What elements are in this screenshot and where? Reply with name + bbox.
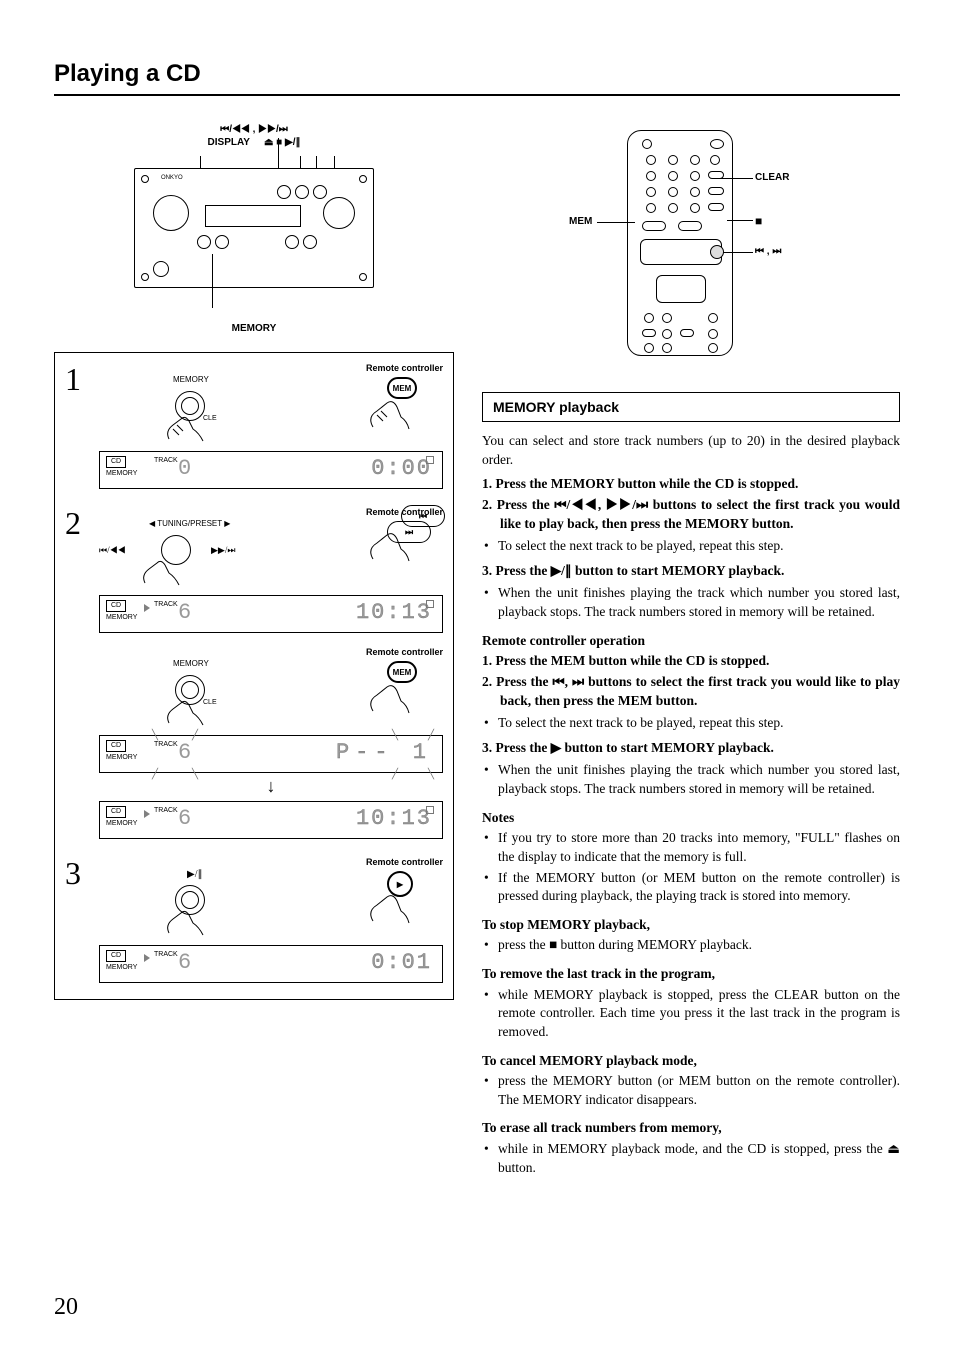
press-skip-remote-illustration: ⏭ ⏮ xyxy=(359,519,439,581)
lcd-step2b: CD MEMORY TRACK 6 P-- 1 ╲ ╱ ╲ ╱ ╱ ╲ ╱ ╲ xyxy=(99,735,443,773)
remove-heading: To remove the last track in the program, xyxy=(482,965,900,984)
mem-button-icon: MEM xyxy=(387,377,417,399)
note-text: while MEMORY playback is stopped, press … xyxy=(482,986,900,1042)
rc-operation-heading: Remote controller operation xyxy=(482,632,900,651)
lcd-step2c: CD MEMORY TRACK 6 10:13 xyxy=(99,801,443,839)
device-memory-label: MEMORY xyxy=(104,323,404,334)
remote-controller-label: Remote controller xyxy=(99,647,443,657)
press-play-remote-illustration: ▶ xyxy=(359,869,439,931)
remote-skip-icons: ⏮ , ⏭ xyxy=(755,246,781,257)
lcd-step3: CD MEMORY TRACK 6 0:01 xyxy=(99,945,443,983)
right-column: MEM CLEAR ■ ⏮ , ⏭ MEMORY playback You ca… xyxy=(482,124,900,1183)
steps-box: 1 Remote controller MEMORY CLE xyxy=(54,352,454,1000)
note-text: When the unit finishes playing the track… xyxy=(482,761,900,798)
step-3: 3 Remote controller ▶/∥ xyxy=(65,857,443,983)
remote-stop-icon: ■ xyxy=(755,214,762,228)
instruction-text: You can select and store track numbers (… xyxy=(482,432,900,1177)
remote-controller-label: Remote controller xyxy=(99,507,443,517)
tuning-preset-label: ◀ TUNING/PRESET ▶ xyxy=(149,519,230,528)
note-text: To select the next track to be played, r… xyxy=(482,537,900,556)
press-mem-remote-illustration: MEM xyxy=(359,659,439,721)
press-tuning-illustration xyxy=(145,531,225,591)
device-label-display: DISPLAY xyxy=(208,137,250,148)
step-number: 3 xyxy=(65,857,81,889)
page-number: 20 xyxy=(54,1294,78,1321)
press-memory-illustration: CLE xyxy=(159,387,239,447)
note-text: To select the next track to be played, r… xyxy=(482,714,900,733)
device-label-controls: ⏏ ■ ▶/∥ xyxy=(264,137,301,148)
play-icon xyxy=(144,954,150,962)
note-text: When the unit finishes playing the track… xyxy=(482,584,900,621)
play-icon xyxy=(144,604,150,612)
two-column-layout: ⏮/◀◀ , ▶▶/⏭ DISPLAY ⏏ ■ ▶/∥ xyxy=(54,124,900,1183)
left-column: ⏮/◀◀ , ▶▶/⏭ DISPLAY ⏏ ■ ▶/∥ xyxy=(54,124,454,1183)
skip-back-icon: ⏮/◀◀ xyxy=(99,545,126,556)
remote-controller-label: Remote controller xyxy=(99,857,443,867)
note-text: If the MEMORY button (or MEM button on t… xyxy=(482,869,900,906)
press-memory-illustration: CLE xyxy=(159,671,239,731)
step-number: 1 xyxy=(65,363,81,395)
notes-heading: Notes xyxy=(482,809,900,828)
step-text: 1. Press the MEM button while the CD is … xyxy=(482,652,900,671)
play-icon xyxy=(144,810,150,818)
step-number: 2 xyxy=(65,507,81,539)
press-play-illustration xyxy=(159,881,239,941)
lcd-step2a: CD MEMORY TRACK 6 10:13 xyxy=(99,595,443,633)
remote-controller-label: Remote controller xyxy=(99,363,443,373)
mem-button-icon: MEM xyxy=(387,661,417,683)
memory-playback-heading: MEMORY playback xyxy=(482,392,900,422)
note-text: while in MEMORY playback mode, and the C… xyxy=(482,1140,900,1177)
press-mem-remote-illustration: MEM xyxy=(359,375,439,437)
step-text: 2. Press the ⏮/◀◀, ▶▶/⏭ buttons to selec… xyxy=(482,496,900,533)
cancel-heading: To cancel MEMORY playback mode, xyxy=(482,1052,900,1071)
remote-mem-label: MEM xyxy=(569,216,592,227)
intro-paragraph: You can select and store track numbers (… xyxy=(482,432,900,469)
step-text: 2. Press the ⏮, ⏭ buttons to select the … xyxy=(482,673,900,710)
lcd-step1: CD MEMORY TRACK 0 0:00 xyxy=(99,451,443,489)
device-front-panel: ONKYO xyxy=(134,168,374,288)
device-illustration: ⏮/◀◀ , ▶▶/⏭ DISPLAY ⏏ ■ ▶/∥ xyxy=(104,124,404,334)
remote-clear-label: CLEAR xyxy=(755,172,789,183)
note-text: press the ■ button during MEMORY playbac… xyxy=(482,936,900,955)
step-2: 2 Remote controller ◀ TUNING/PRESET ▶ ⏮/… xyxy=(65,507,443,839)
step-text: 1. Press the MEMORY button while the CD … xyxy=(482,475,900,494)
memory-label: MEMORY xyxy=(173,375,209,384)
erase-heading: To erase all track numbers from memory, xyxy=(482,1119,900,1138)
play-pause-icon: ▶/∥ xyxy=(187,869,202,880)
step-1: 1 Remote controller MEMORY CLE xyxy=(65,363,443,489)
stop-heading: To stop MEMORY playback, xyxy=(482,916,900,935)
note-text: If you try to store more than 20 tracks … xyxy=(482,829,900,866)
memory-label: MEMORY xyxy=(173,659,209,668)
step-text: 3. Press the ▶/∥ button to start MEMORY … xyxy=(482,562,900,581)
device-top-symbols: ⏮/◀◀ , ▶▶/⏭ xyxy=(104,124,404,135)
step-text: 3. Press the ▶ button to start MEMORY pl… xyxy=(482,739,900,758)
page-title: Playing a CD xyxy=(54,60,900,96)
note-text: press the MEMORY button (or MEM button o… xyxy=(482,1072,900,1109)
remote-illustration: MEM CLEAR ■ ⏮ , ⏭ xyxy=(541,124,841,364)
